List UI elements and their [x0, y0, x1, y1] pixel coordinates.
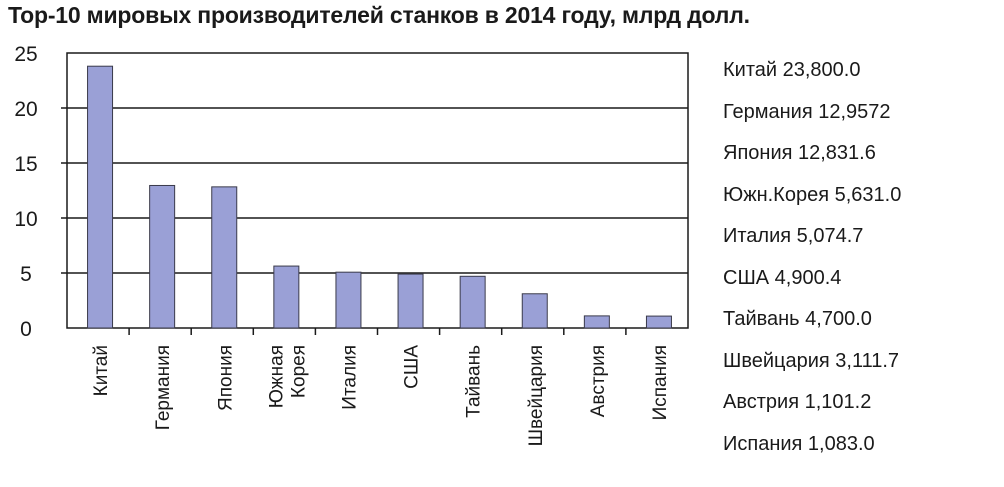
- bar-7: [459, 275, 486, 329]
- legend-item: США 4,900.4: [723, 266, 842, 289]
- x-tick-label: Южная: [266, 345, 287, 408]
- x-tick-label: Тайвань: [464, 345, 485, 418]
- legend-item: Япония 12,831.6: [723, 142, 876, 164]
- bar-2: [149, 184, 176, 329]
- x-tick-label: Италия: [339, 345, 360, 410]
- bar-10: [645, 315, 672, 329]
- y-tick-label: 10: [14, 208, 37, 231]
- bar-3: [211, 186, 238, 329]
- legend-item: Австрия 1,101.2: [723, 391, 872, 413]
- x-tick-label: Германия: [153, 345, 174, 430]
- x-tick-label: Китай: [91, 345, 112, 396]
- bar-5: [335, 271, 362, 329]
- bar-8: [521, 293, 548, 329]
- legend-item: Тайвань 4,700.0: [723, 308, 872, 330]
- chart-title: Top-10 мировых производителей станков в …: [8, 2, 750, 28]
- legend: Китай 23,800.0 Германия 12,9572 Япония 12,…: [723, 56, 901, 471]
- legend-item: Южн.Корея 5,631.0: [723, 183, 902, 206]
- legend-item: Испания 1,083.0: [723, 432, 875, 455]
- bar-4: [273, 265, 300, 329]
- bar-6: [397, 273, 424, 329]
- legend-item: Германия 12,9572: [723, 100, 891, 123]
- x-tick-label: Япония: [215, 345, 236, 411]
- x-tick-label: США: [402, 345, 423, 389]
- x-tick-label: Австрия: [588, 345, 609, 417]
- y-tick-label: 15: [14, 153, 37, 176]
- legend-item: Китай 23,800.0: [723, 59, 861, 81]
- x-tick-label: Швейцария: [526, 345, 547, 446]
- x-tick-label: Корея: [288, 345, 309, 398]
- bar-1: [87, 65, 114, 329]
- y-tick-label: 25: [14, 43, 37, 66]
- y-tick-label: 0: [20, 318, 32, 341]
- x-tick-label: Испания: [650, 345, 671, 420]
- y-tick-label: 5: [20, 263, 32, 286]
- bar-9: [583, 315, 610, 329]
- bar-chart: 0 5 10 15 20 25 Китай Германия Япония Южная Корея И…: [14, 43, 689, 446]
- y-tick-label: 20: [14, 98, 37, 121]
- legend-item: Швейцария 3,111.7: [723, 349, 900, 372]
- legend-item: Италия 5,074.7: [723, 225, 864, 247]
